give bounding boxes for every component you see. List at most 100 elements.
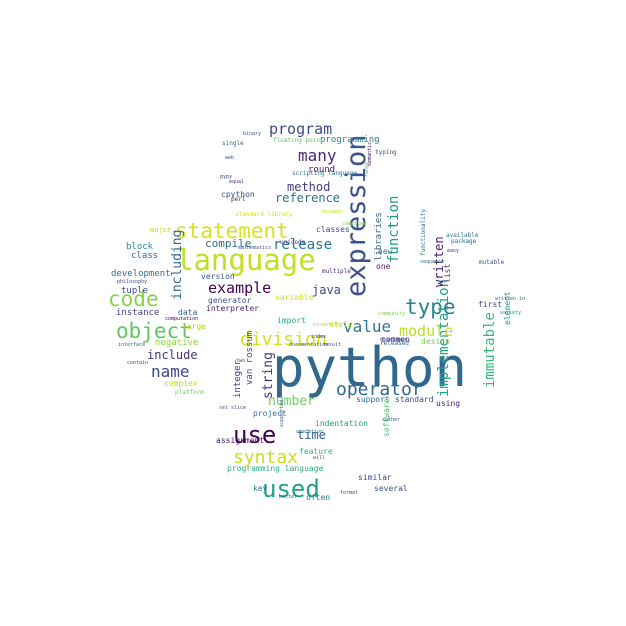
word-exception: exception bbox=[313, 322, 340, 328]
word-immutable: immutable bbox=[482, 312, 498, 388]
word-integer: integer bbox=[233, 359, 243, 398]
word-equal: equal bbox=[229, 179, 244, 185]
word-indentation: indentation bbox=[315, 419, 368, 428]
word-list: list bbox=[443, 264, 452, 283]
word-package: package bbox=[451, 238, 477, 245]
word-mathematics: mathematics bbox=[238, 245, 271, 251]
word-large: large bbox=[182, 322, 206, 331]
word-style: style bbox=[329, 320, 353, 329]
word-written-in: written in bbox=[495, 296, 525, 302]
word-method: method bbox=[287, 180, 330, 194]
word-variable: variable bbox=[275, 293, 314, 302]
word-python: python bbox=[272, 336, 467, 399]
word-interpreter: interpreter bbox=[206, 304, 259, 313]
word-function: function bbox=[386, 196, 402, 263]
word-import: import bbox=[277, 316, 306, 325]
word-division: division bbox=[240, 329, 327, 350]
word-will: will bbox=[313, 455, 325, 461]
word-easy: easy bbox=[447, 248, 459, 254]
word-contain: contain bbox=[127, 360, 148, 366]
word-common: common bbox=[381, 335, 410, 344]
word-standard-library: standard library bbox=[235, 211, 293, 218]
word-complex: complex bbox=[164, 379, 198, 388]
word-language: language bbox=[176, 243, 316, 277]
word-functionality: functionality bbox=[420, 209, 427, 256]
word-scripting-language: scripting language bbox=[292, 170, 357, 177]
word-round: round bbox=[308, 165, 335, 175]
word-syntax: syntax bbox=[233, 447, 298, 468]
word-module: module bbox=[399, 322, 453, 340]
word-set: set bbox=[219, 405, 228, 411]
word-available: available bbox=[446, 232, 479, 239]
word-variety: variety bbox=[500, 310, 521, 316]
word-java: java bbox=[312, 283, 341, 297]
word-first: first bbox=[478, 300, 502, 309]
word-project: project bbox=[253, 409, 287, 418]
word-supported: supported bbox=[279, 400, 285, 427]
word-compile: compile bbox=[205, 237, 251, 250]
word-single: single bbox=[222, 140, 244, 147]
word-rather: rather bbox=[382, 417, 400, 423]
word-programming-language: programming language bbox=[227, 464, 324, 473]
word-element: element bbox=[503, 291, 512, 325]
word-standard: standard bbox=[395, 395, 434, 404]
word-binary: binary bbox=[243, 131, 261, 137]
word-new: new bbox=[378, 247, 393, 256]
word-type: type bbox=[405, 295, 456, 319]
word-platform: platform bbox=[175, 389, 204, 396]
word-statement: statement bbox=[175, 219, 289, 243]
word-expression: expression bbox=[341, 134, 372, 297]
word-object: object bbox=[116, 319, 192, 343]
word-unicode: unicode bbox=[280, 239, 306, 246]
word-several: several bbox=[374, 484, 408, 493]
word-major: major bbox=[150, 226, 171, 234]
word-dynamic: dynamic bbox=[322, 209, 343, 215]
word-classes: classes bbox=[316, 225, 350, 234]
word-result: result bbox=[323, 342, 341, 348]
word-libraries: libraries bbox=[374, 212, 384, 261]
word-cpython: cpython bbox=[221, 190, 255, 199]
word-software: software bbox=[382, 398, 391, 437]
word-tuple: tuple bbox=[121, 286, 148, 296]
word-version: version bbox=[201, 272, 235, 281]
word-compiler: compiler bbox=[342, 221, 366, 227]
word-released: released bbox=[380, 340, 409, 347]
word-range: range bbox=[364, 162, 370, 177]
word-assignment: assignment bbox=[216, 436, 264, 445]
word-reference: reference bbox=[275, 191, 340, 205]
word-developer: developer bbox=[380, 337, 407, 343]
word-sequence: sequence bbox=[420, 259, 444, 265]
word-mutable: mutable bbox=[479, 259, 505, 266]
word-value: value bbox=[343, 317, 391, 336]
word-program: program bbox=[269, 120, 332, 138]
word-many: many bbox=[298, 146, 337, 165]
word-time: time bbox=[297, 428, 326, 442]
word-index: index bbox=[311, 334, 326, 340]
word-support: support bbox=[356, 395, 390, 404]
word-philosophy: philosophy bbox=[117, 279, 147, 285]
word-negative: negative bbox=[155, 338, 198, 348]
word-string: string bbox=[261, 352, 276, 399]
word-block: block bbox=[126, 242, 154, 252]
word-one: one bbox=[376, 262, 391, 271]
word-often: often bbox=[306, 493, 330, 502]
word-floating-point: floating point bbox=[273, 137, 324, 144]
word-development: development bbox=[111, 269, 171, 279]
word-community: community bbox=[378, 311, 405, 317]
word-group: python language expression statement object c… bbox=[108, 120, 525, 503]
word-format: format bbox=[340, 490, 358, 496]
word-using: using bbox=[436, 399, 460, 408]
word-web: web bbox=[225, 155, 234, 161]
word-operation: operation bbox=[296, 429, 323, 435]
word-generator: generator bbox=[208, 296, 252, 305]
word-class: class bbox=[131, 251, 158, 261]
word-example: example bbox=[208, 279, 271, 297]
word-number: number bbox=[268, 394, 315, 409]
word-design: design bbox=[421, 337, 450, 346]
word-typing: typing bbox=[375, 149, 397, 156]
word-two: two bbox=[236, 358, 245, 364]
word-used: used bbox=[262, 475, 320, 503]
word-code: code bbox=[108, 287, 159, 311]
